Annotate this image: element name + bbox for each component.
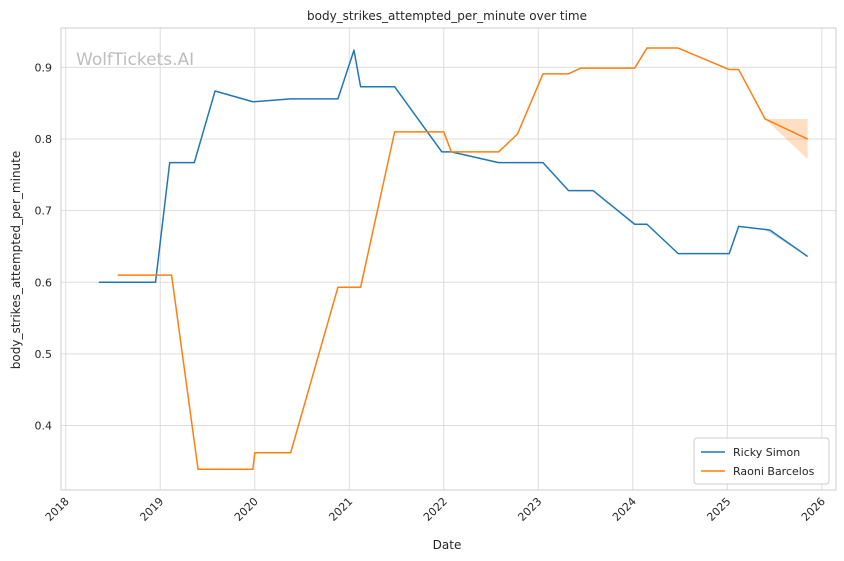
grid-lines [61,28,836,490]
y-tick-label: 0.7 [35,205,53,218]
confidence-band [765,118,808,160]
series-lines [98,47,809,470]
legend-box [693,437,830,485]
legend-label: Ricky Simon [733,446,800,459]
y-tick-label: 0.4 [35,420,53,433]
y-tick-label: 0.5 [35,348,53,361]
y-tick-label: 0.6 [35,276,53,289]
y-tick-label: 0.8 [35,133,53,146]
series-line [117,47,808,470]
plot-frame [60,27,837,491]
chart-title: body_strikes_attempted_per_minute over t… [307,9,587,23]
x-axis-label: Date [433,538,462,552]
series-line [98,49,809,284]
legend-label: Raoni Barcelos [733,465,815,478]
y-axis-ticks: 0.4 0.5 0.6 0.7 0.8 0.9 [35,61,53,432]
legend: Ricky Simon Raoni Barcelos [693,437,830,485]
y-axis-label: body_strikes_attempted_per_minute [9,151,23,369]
y-tick-label: 0.9 [35,61,53,74]
watermark: WolfTickets.AI [76,50,194,70]
